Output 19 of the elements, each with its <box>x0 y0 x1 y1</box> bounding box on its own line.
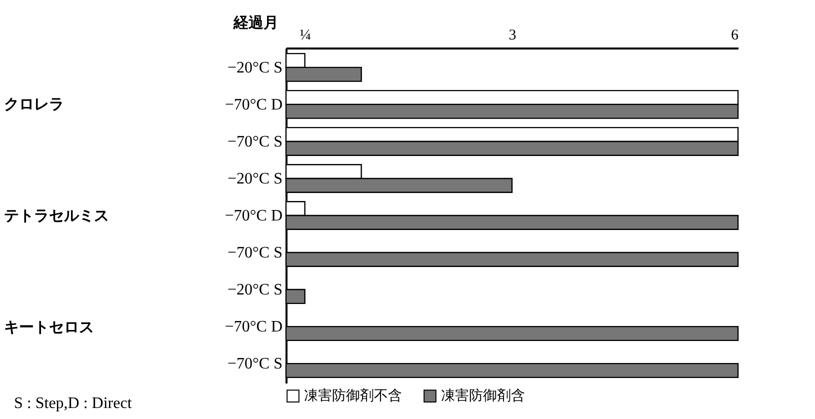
y-tick-label: −70°C S <box>228 356 282 373</box>
y-tick-label: −70°C D <box>224 208 282 224</box>
y-tick-label: −70°C D <box>224 96 282 114</box>
text: S : Step,D : Direct <box>14 395 132 412</box>
x-tick-label: ¼ <box>300 28 311 44</box>
y-tick-label: −20°C S <box>228 59 282 76</box>
legend-label: 凍害防御剤含 <box>441 388 525 404</box>
text: キートセロス <box>4 318 94 336</box>
y-tick-label: −20°C S <box>228 170 282 188</box>
y-tick-label: −70°C D <box>224 318 282 336</box>
x-tick-label: 6 <box>731 28 739 44</box>
y-tick-label: −20°C S <box>228 282 282 299</box>
text: テトラセルミス <box>4 206 109 224</box>
x-axis-title: 経過月 <box>232 14 278 32</box>
y-tick-label: −70°C S <box>228 244 282 262</box>
legend-label: 凍害防御剤不含 <box>304 388 402 404</box>
text: クロレラ <box>4 94 64 113</box>
x-tick-label: 3 <box>508 28 516 44</box>
y-tick-label: −70°C S <box>228 133 282 150</box>
